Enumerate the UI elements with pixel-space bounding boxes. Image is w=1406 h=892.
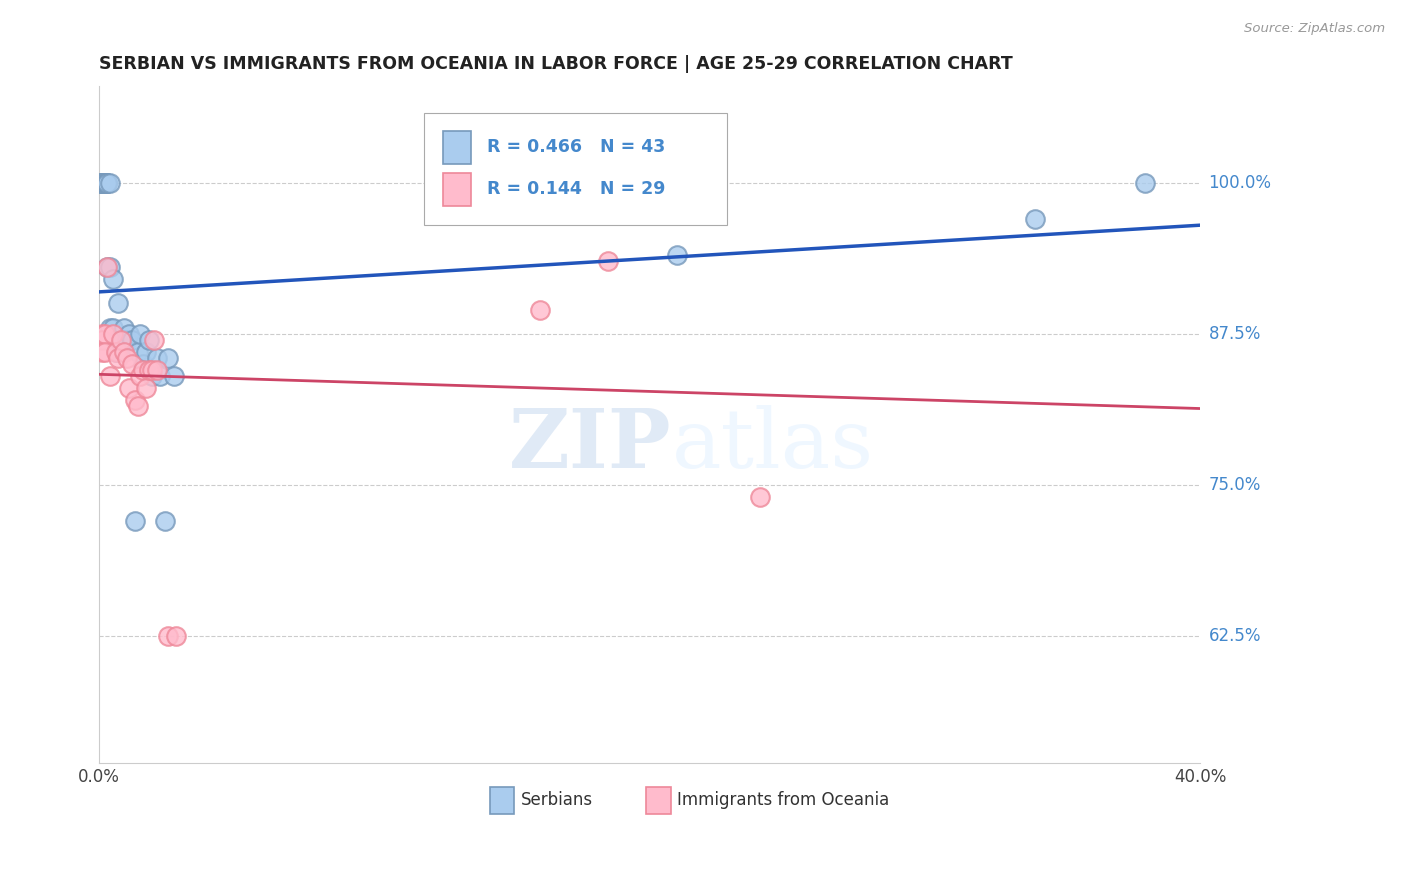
Point — [132, 357, 155, 371]
Point — [138, 363, 160, 377]
Point — [110, 333, 132, 347]
Point — [135, 344, 157, 359]
Text: Serbians: Serbians — [520, 791, 593, 809]
Point — [91, 176, 114, 190]
Point — [115, 351, 138, 365]
Point — [104, 344, 127, 359]
Point — [98, 176, 121, 190]
Point — [98, 260, 121, 275]
Text: atlas: atlas — [672, 405, 873, 484]
Point — [162, 369, 184, 384]
Point — [107, 344, 129, 359]
Bar — [491, 787, 515, 814]
Text: ZIP: ZIP — [509, 405, 672, 484]
Point — [132, 363, 155, 377]
Point — [91, 176, 114, 190]
Point — [107, 351, 129, 365]
Point — [127, 344, 149, 359]
Text: 100.0%: 100.0% — [1209, 174, 1271, 192]
Point — [118, 326, 141, 341]
Point — [598, 254, 620, 268]
Point — [1024, 211, 1046, 226]
Point — [118, 381, 141, 395]
Point — [135, 381, 157, 395]
Point — [748, 490, 770, 504]
Point — [138, 333, 160, 347]
Text: 75.0%: 75.0% — [1209, 476, 1261, 494]
Point — [104, 344, 127, 359]
Point — [143, 333, 166, 347]
Point — [1133, 176, 1156, 190]
Text: 87.5%: 87.5% — [1209, 325, 1261, 343]
Point — [93, 176, 115, 190]
Point — [156, 351, 179, 365]
Point — [91, 176, 114, 190]
Point — [93, 326, 115, 341]
Point — [110, 333, 132, 347]
Text: 62.5%: 62.5% — [1209, 627, 1261, 645]
Point — [96, 176, 118, 190]
Point — [165, 629, 187, 643]
Point — [666, 248, 689, 262]
Point — [93, 176, 115, 190]
Point — [96, 260, 118, 275]
Point — [91, 333, 114, 347]
Point — [104, 333, 127, 347]
Text: Immigrants from Oceania: Immigrants from Oceania — [678, 791, 890, 809]
Text: R = 0.466   N = 43: R = 0.466 N = 43 — [486, 138, 665, 156]
Point — [91, 344, 114, 359]
Point — [529, 302, 551, 317]
Point — [156, 629, 179, 643]
Point — [91, 176, 114, 190]
Bar — [647, 787, 671, 814]
Point — [121, 333, 143, 347]
Point — [141, 363, 163, 377]
Point — [129, 369, 152, 384]
Point — [91, 326, 114, 341]
Text: SERBIAN VS IMMIGRANTS FROM OCEANIA IN LABOR FORCE | AGE 25-29 CORRELATION CHART: SERBIAN VS IMMIGRANTS FROM OCEANIA IN LA… — [100, 55, 1012, 73]
Point — [101, 272, 124, 286]
Point — [155, 514, 177, 528]
Point — [107, 296, 129, 310]
Point — [96, 176, 118, 190]
FancyBboxPatch shape — [425, 113, 727, 225]
Point — [112, 320, 135, 334]
Bar — [443, 131, 471, 164]
Point — [146, 351, 169, 365]
Point — [91, 176, 114, 190]
Point — [115, 333, 138, 347]
Point — [146, 363, 169, 377]
Text: Source: ZipAtlas.com: Source: ZipAtlas.com — [1244, 22, 1385, 36]
Point — [112, 344, 135, 359]
Point — [91, 176, 114, 190]
Point — [91, 176, 114, 190]
Point — [98, 320, 121, 334]
Point — [101, 320, 124, 334]
Point — [121, 357, 143, 371]
Bar — [443, 173, 471, 206]
Point — [93, 344, 115, 359]
Point — [96, 260, 118, 275]
Point — [96, 176, 118, 190]
Point — [124, 514, 146, 528]
Point — [101, 326, 124, 341]
Point — [98, 369, 121, 384]
Point — [124, 393, 146, 408]
Point — [127, 399, 149, 413]
Text: R = 0.144   N = 29: R = 0.144 N = 29 — [486, 180, 665, 198]
Point — [149, 369, 172, 384]
Point — [141, 369, 163, 384]
Point — [129, 326, 152, 341]
Point — [91, 176, 114, 190]
